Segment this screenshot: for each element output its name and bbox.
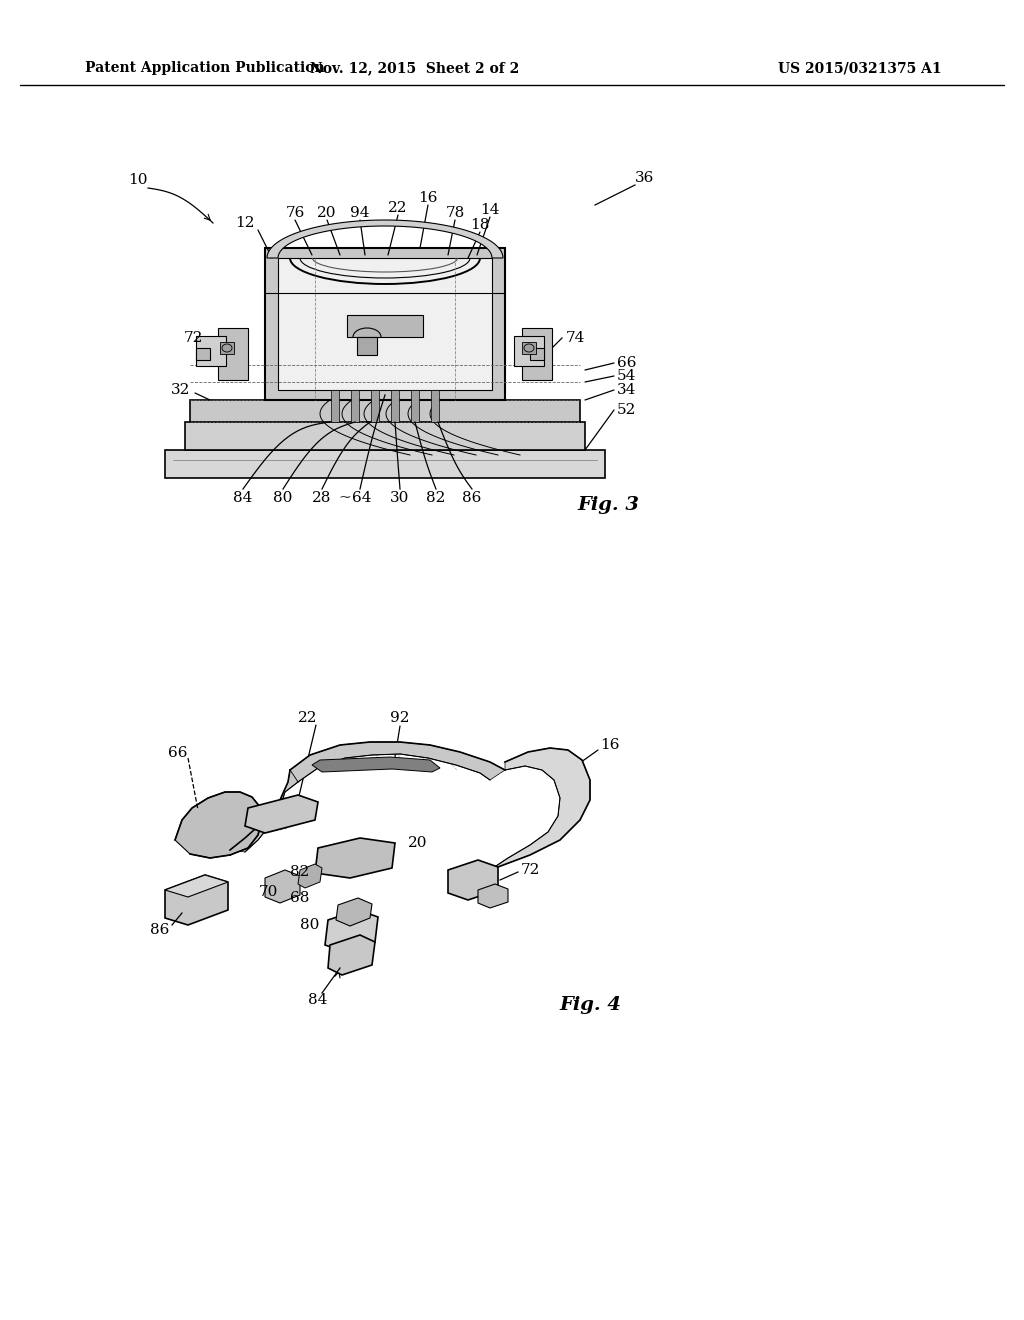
Text: 32: 32 <box>171 383 190 397</box>
Text: 74: 74 <box>565 331 585 345</box>
Polygon shape <box>478 884 508 908</box>
Text: 70: 70 <box>258 884 278 899</box>
Polygon shape <box>522 327 552 380</box>
Text: US 2015/0321375 A1: US 2015/0321375 A1 <box>778 61 942 75</box>
Polygon shape <box>265 248 505 400</box>
Polygon shape <box>431 389 439 422</box>
Text: 68: 68 <box>291 891 309 906</box>
Text: 72: 72 <box>520 863 540 876</box>
Text: 16: 16 <box>600 738 620 752</box>
Text: Patent Application Publication: Patent Application Publication <box>85 61 325 75</box>
Text: 52: 52 <box>617 403 636 417</box>
Polygon shape <box>315 838 395 878</box>
Text: 92: 92 <box>390 711 410 725</box>
Text: 64: 64 <box>352 491 372 506</box>
Text: 72: 72 <box>183 331 203 345</box>
Polygon shape <box>185 422 585 450</box>
Polygon shape <box>267 220 503 257</box>
Text: 22: 22 <box>388 201 408 215</box>
Text: 30: 30 <box>390 491 410 506</box>
Polygon shape <box>196 337 226 366</box>
Text: 20: 20 <box>409 836 428 850</box>
Text: 66: 66 <box>168 746 187 760</box>
Text: 78: 78 <box>445 206 465 220</box>
Polygon shape <box>298 865 322 888</box>
Text: Fig. 4: Fig. 4 <box>559 997 621 1014</box>
Polygon shape <box>328 935 375 975</box>
Polygon shape <box>449 861 498 900</box>
Polygon shape <box>165 875 228 925</box>
Text: 84: 84 <box>233 491 253 506</box>
Text: 10: 10 <box>128 173 147 187</box>
Text: 86: 86 <box>151 923 170 937</box>
Text: 82: 82 <box>426 491 445 506</box>
Text: ~: ~ <box>339 491 351 506</box>
Text: 28: 28 <box>312 491 332 506</box>
Polygon shape <box>522 342 536 354</box>
Polygon shape <box>190 400 580 422</box>
Polygon shape <box>165 450 605 478</box>
Text: Nov. 12, 2015  Sheet 2 of 2: Nov. 12, 2015 Sheet 2 of 2 <box>310 61 519 75</box>
Polygon shape <box>336 898 372 927</box>
Text: 12: 12 <box>236 216 255 230</box>
Polygon shape <box>165 875 228 898</box>
Polygon shape <box>347 315 423 337</box>
Text: 20: 20 <box>317 206 337 220</box>
Polygon shape <box>357 337 377 355</box>
Polygon shape <box>220 342 234 354</box>
Text: 84: 84 <box>308 993 328 1007</box>
Polygon shape <box>196 348 210 360</box>
Text: 80: 80 <box>273 491 293 506</box>
Text: 54: 54 <box>617 370 636 383</box>
Text: 66: 66 <box>617 356 637 370</box>
Polygon shape <box>265 870 300 903</box>
Polygon shape <box>230 770 298 851</box>
Polygon shape <box>490 748 590 870</box>
Polygon shape <box>278 257 492 389</box>
Polygon shape <box>411 389 419 422</box>
Polygon shape <box>391 389 399 422</box>
Text: 80: 80 <box>300 917 319 932</box>
Polygon shape <box>175 792 262 858</box>
Polygon shape <box>325 909 378 952</box>
Text: 34: 34 <box>617 383 636 397</box>
Text: 22: 22 <box>298 711 317 725</box>
Polygon shape <box>514 337 544 366</box>
Polygon shape <box>290 742 505 781</box>
Text: Fig. 3: Fig. 3 <box>577 496 639 513</box>
Polygon shape <box>530 348 544 360</box>
Text: 16: 16 <box>418 191 437 205</box>
Text: 94: 94 <box>350 206 370 220</box>
Polygon shape <box>331 389 339 422</box>
Text: 76: 76 <box>286 206 305 220</box>
Text: 82: 82 <box>291 865 309 879</box>
Polygon shape <box>371 389 379 422</box>
Polygon shape <box>245 795 318 833</box>
Text: 36: 36 <box>635 172 654 185</box>
Text: 86: 86 <box>462 491 481 506</box>
Text: 14: 14 <box>480 203 500 216</box>
Polygon shape <box>312 756 440 772</box>
Polygon shape <box>218 327 248 380</box>
Polygon shape <box>351 389 359 422</box>
Text: 18: 18 <box>470 218 489 232</box>
